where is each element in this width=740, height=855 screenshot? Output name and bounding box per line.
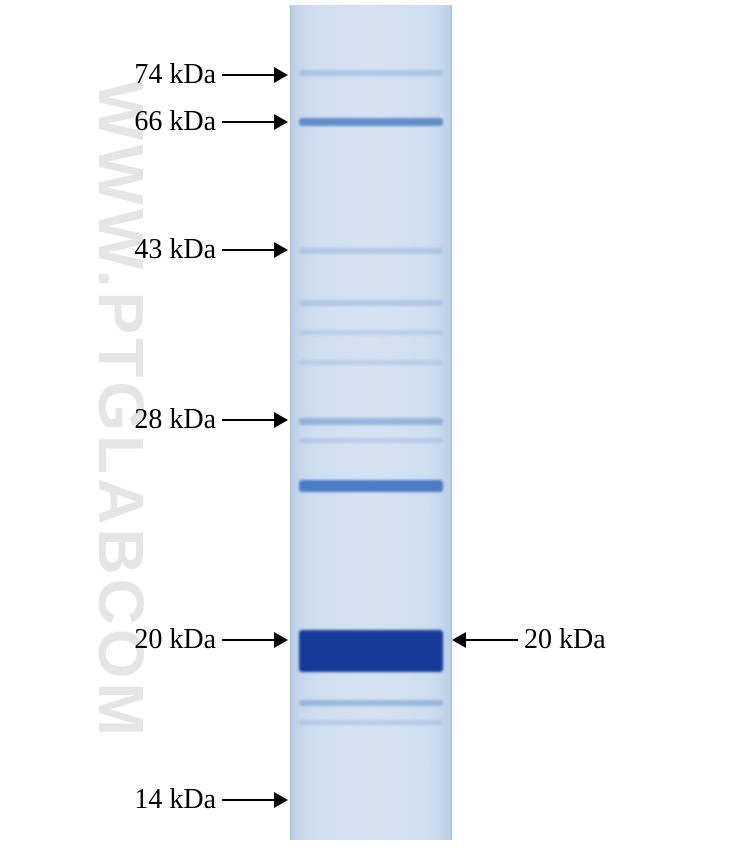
arrow-right-icon — [222, 74, 286, 76]
marker-43kda: 43 kDa — [0, 232, 290, 268]
gel-band — [299, 330, 443, 335]
marker-label: 14 kDa — [134, 784, 222, 816]
marker-74kda: 74 kDa — [0, 57, 290, 93]
gel-band — [299, 418, 443, 425]
marker-label: 66 kDa — [134, 106, 222, 138]
gel-lane — [290, 5, 452, 840]
marker-label: 74 kDa — [134, 59, 222, 91]
gel-band — [299, 630, 443, 672]
arrow-left-icon — [454, 639, 518, 641]
arrow-right-icon — [222, 249, 286, 251]
gel-band — [299, 360, 443, 365]
arrow-right-icon — [222, 799, 286, 801]
gel-figure: 74 kDa 66 kDa 43 kDa 28 kDa 20 kDa 14 kD… — [0, 0, 740, 855]
gel-band — [299, 700, 443, 706]
gel-band — [299, 300, 443, 306]
arrow-right-icon — [222, 639, 286, 641]
gel-band — [299, 70, 443, 76]
arrow-right-icon — [222, 121, 286, 123]
result-label: 20 kDa — [518, 624, 606, 656]
gel-band — [299, 118, 443, 126]
arrow-right-icon — [222, 419, 286, 421]
marker-20kda: 20 kDa — [0, 622, 290, 658]
gel-band — [299, 720, 443, 725]
gel-band — [299, 438, 443, 443]
marker-label: 28 kDa — [134, 404, 222, 436]
gel-band — [299, 480, 443, 492]
result-20kda: 20 kDa — [450, 622, 606, 658]
marker-label: 20 kDa — [134, 624, 222, 656]
marker-14kda: 14 kDa — [0, 782, 290, 818]
marker-66kda: 66 kDa — [0, 104, 290, 140]
gel-band — [299, 248, 443, 254]
marker-28kda: 28 kDa — [0, 402, 290, 438]
marker-label: 43 kDa — [134, 234, 222, 266]
